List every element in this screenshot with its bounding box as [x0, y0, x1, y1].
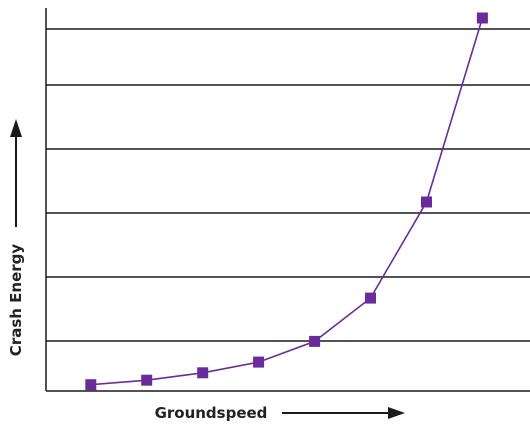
x-axis-label: Groundspeed — [155, 404, 268, 422]
data-point-marker — [85, 379, 97, 391]
data-point-marker — [197, 367, 209, 379]
y-axis-arrowhead — [10, 119, 22, 137]
series-line-group — [90, 17, 484, 386]
series-line — [90, 17, 484, 386]
data-point-marker — [253, 356, 265, 368]
data-point-marker — [421, 196, 432, 208]
x-axis-arrowhead — [388, 407, 405, 419]
y-axis-title: Crash Energy — [7, 119, 25, 356]
x-axis-title: Groundspeed — [155, 404, 405, 422]
data-point-marker — [141, 374, 153, 386]
gridlines — [46, 28, 530, 342]
data-point-marker — [309, 335, 321, 347]
y-axis-label: Crash Energy — [7, 244, 25, 357]
data-point-marker — [476, 12, 488, 24]
data-markers — [85, 12, 488, 391]
data-point-marker — [365, 292, 376, 304]
